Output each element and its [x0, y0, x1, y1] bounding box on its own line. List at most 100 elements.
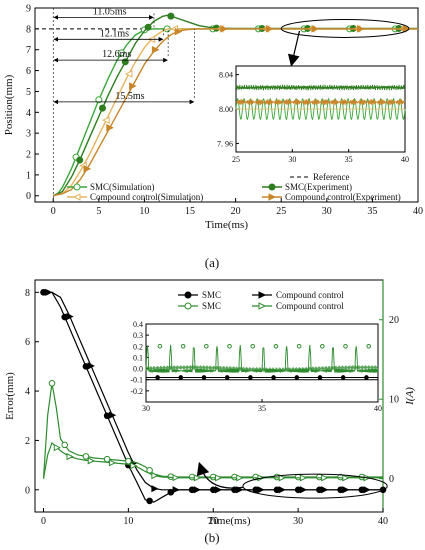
- inset-a-y-tick-label: 8.00: [219, 105, 233, 114]
- legend-label-err_comp: Compound control: [276, 290, 344, 300]
- data-point-err_comp: [299, 486, 308, 494]
- y-tick-label-a: 4: [26, 108, 31, 119]
- inset-b-y-tick-label: -0.2: [130, 387, 143, 396]
- x-tick-label-b: 0: [41, 516, 46, 527]
- legend-marker-cur_smc: [184, 302, 192, 310]
- settling-time-label: 12.6ms: [102, 49, 131, 60]
- inset-b-x-tick-label: 35: [258, 404, 266, 413]
- legend-label-smc_sim: SMC(Simulation): [90, 182, 155, 192]
- x-tick-label-b: 40: [378, 516, 388, 527]
- y2-axis-label-b: I(A): [404, 387, 416, 406]
- inset-b-current-marker: [343, 343, 348, 349]
- data-point-comp_exp: [151, 45, 160, 54]
- inset-b-error-marker: [201, 375, 207, 380]
- data-point-cur_comp: [236, 474, 244, 482]
- data-point-cur_comp: [193, 474, 202, 482]
- x-tick-label-a: 30: [322, 206, 332, 217]
- data-point-err_comp: [193, 486, 202, 494]
- legend-label-err_smc: SMC: [202, 290, 221, 300]
- inset-b-current-marker: [320, 343, 325, 349]
- x-tick-label-a: 0: [51, 206, 56, 217]
- inset-a-x-tick-label: 35: [345, 155, 353, 164]
- inset-b-x-tick-label: 40: [374, 404, 382, 413]
- y-tick-label-b: 2: [25, 436, 30, 447]
- inset-a-x-tick-label: 30: [288, 155, 296, 164]
- inset-b-error-marker: [271, 375, 276, 380]
- x-tick-label-a: 15: [185, 206, 195, 217]
- caption-a: (a): [205, 255, 219, 270]
- x-tick-label-a: 20: [231, 206, 241, 217]
- y-tick-label-a: 9: [26, 4, 31, 15]
- data-point-err_comp: [321, 486, 329, 494]
- inset-b-current-marker: [180, 343, 186, 349]
- legend-label-comp_sim: Compound control(Simulation): [90, 192, 203, 202]
- inset-b-current-marker: [157, 343, 163, 349]
- y-tick-label-b: 4: [25, 387, 30, 398]
- data-point-err_comp: [257, 486, 265, 494]
- zoom-arrow-b: [196, 461, 244, 489]
- data-point-err_smc: [146, 497, 153, 505]
- data-point-cur_comp: [299, 474, 308, 482]
- data-point-err_comp: [66, 312, 74, 321]
- inset-b-error-marker: [155, 375, 160, 380]
- data-point-comp_exp: [402, 25, 411, 33]
- inset-b-y-tick-label: 0.4: [133, 320, 143, 329]
- inset-b-error-marker: [178, 375, 184, 380]
- inset-b-y-tick-label: -0.1: [130, 376, 143, 385]
- x-tick-label-b: 30: [293, 516, 303, 527]
- legend-marker-err_smc: [184, 291, 192, 299]
- settling-time-label: 15.5ms: [115, 91, 144, 102]
- inset-b-current-marker: [204, 343, 209, 349]
- inset-b-y-tick-label: 0.3: [133, 331, 143, 340]
- y-tick-label-a: 6: [26, 66, 31, 77]
- data-point-err_comp: [151, 485, 159, 493]
- inset-b-y-tick-label: 0.0: [133, 365, 143, 374]
- inset-a-x-tick-label: 40: [401, 155, 409, 164]
- inset-b-current-marker: [273, 343, 279, 349]
- data-point-comp_exp: [106, 123, 114, 132]
- x-axis-label-b: Time(ms): [208, 515, 251, 527]
- inset-a-comp-exp-line: [235, 98, 406, 107]
- x-tick-label-a: 40: [413, 206, 423, 217]
- data-point-cur_comp: [53, 444, 61, 452]
- inset-a-x-tick-label: 25: [232, 155, 240, 164]
- legend-marker-smc_sim: [73, 183, 81, 191]
- data-point-comp_exp: [357, 25, 365, 33]
- data-point-err_comp: [215, 486, 223, 494]
- zoom-ellipse-a: [280, 18, 410, 38]
- y-tick-label-a: 8: [26, 24, 31, 35]
- data-point-cur_comp: [321, 474, 329, 482]
- data-point-smc_exp: [167, 12, 175, 20]
- data-point-cur_comp: [278, 474, 286, 482]
- legend-reference-label: Reference: [313, 172, 349, 182]
- inset-b-error-marker: [294, 375, 300, 380]
- data-point-cur_smc: [48, 379, 56, 387]
- data-point-smc_sim: [118, 49, 126, 57]
- y-tick-label-a: 0: [26, 191, 31, 202]
- inset-b-error-marker: [364, 375, 369, 380]
- inset-b-x-tick-label: 30: [142, 404, 150, 413]
- data-point-comp_exp: [220, 25, 228, 33]
- zoom-ellipse-b: [242, 473, 388, 499]
- data-point-cur_comp: [151, 472, 159, 480]
- data-point-err_comp: [278, 486, 286, 494]
- data-point-cur_comp: [87, 457, 95, 465]
- data-point-comp_exp: [83, 165, 92, 173]
- y2-tick-label-b: 10: [389, 395, 399, 406]
- inset-b-error-marker: [224, 375, 230, 380]
- settling-time-label: 12.1ms: [100, 28, 129, 39]
- data-point-cur_smc: [82, 453, 90, 460]
- data-point-cur_comp: [130, 462, 138, 470]
- legend-marker-smc_exp: [268, 183, 276, 191]
- inset-b-error-marker: [248, 375, 253, 380]
- y-axis-label-a: Position(mm): [3, 74, 15, 135]
- data-point-err_comp: [45, 288, 53, 296]
- inset-b-y-tick-label: 0.2: [133, 342, 143, 351]
- legend-marker-comp_sim: [72, 193, 81, 201]
- data-point-cur_comp: [66, 453, 74, 461]
- data-point-cur_comp: [215, 474, 223, 482]
- y2-tick-label-b: 20: [389, 315, 399, 326]
- x-tick-label-a: 35: [367, 206, 377, 217]
- legend-marker-err_comp: [258, 291, 267, 299]
